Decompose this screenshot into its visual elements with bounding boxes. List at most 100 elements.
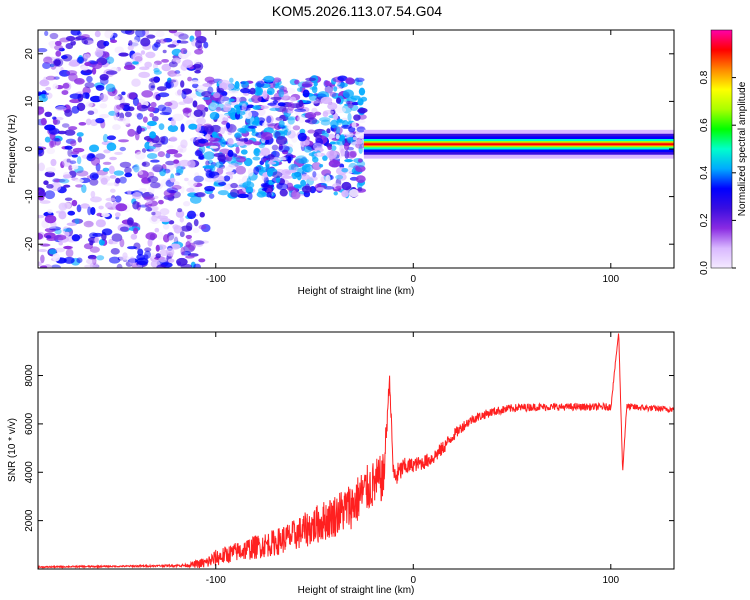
spectrogram-cell xyxy=(159,112,171,116)
spectrogram-cell xyxy=(46,147,56,155)
spectrogram-cell xyxy=(278,120,285,128)
spectrogram-cell xyxy=(49,32,59,40)
spectrogram-cell xyxy=(76,56,85,64)
spectrogram-cell xyxy=(71,234,81,242)
spectrogram-cell xyxy=(165,160,176,166)
spectrogram-cell xyxy=(157,92,170,98)
spectrogram-cell xyxy=(155,244,160,252)
spectrogram-cell xyxy=(167,258,175,263)
spectrogram-cell xyxy=(276,183,289,191)
spectrogram-cell xyxy=(335,133,340,140)
spectrogram-cell xyxy=(40,117,47,126)
spectrogram-cell xyxy=(73,77,85,85)
spectrogram-cell xyxy=(247,125,257,129)
spectrogram-cell xyxy=(105,202,113,209)
spectrogram-cell xyxy=(223,83,235,90)
spectrogram-cell xyxy=(179,231,185,238)
spectrogram-cell xyxy=(231,157,241,161)
spectrogram-cell xyxy=(294,108,307,113)
spectrogram-cell xyxy=(185,234,192,239)
spectrogram-cell xyxy=(118,52,129,57)
spectrogram-cell xyxy=(357,187,363,192)
spectrogram-cell xyxy=(312,171,317,178)
colorbar-tick-label: 0.4 xyxy=(699,165,710,179)
spectrogram-cell xyxy=(258,151,264,157)
spectrogram-cell xyxy=(217,190,229,196)
spectrogram-cell xyxy=(335,126,341,135)
spectrogram-cell xyxy=(213,92,221,99)
spectrogram-cell xyxy=(287,155,292,164)
spectrogram-cell xyxy=(221,120,228,125)
spectrogram-cell xyxy=(119,146,126,152)
spectrogram-cell xyxy=(334,106,347,114)
spectrogram-cell xyxy=(65,248,74,258)
colorbar-tick-label: 0.0 xyxy=(699,261,710,275)
spectrogram-cell xyxy=(44,111,53,118)
spectrogram-cell xyxy=(159,38,167,44)
spectrogram-cell xyxy=(184,177,189,182)
spectrogram-cell xyxy=(176,89,182,96)
spectrogram-cell xyxy=(159,208,170,216)
spectrogram-cell xyxy=(44,214,57,224)
spectrogram-x-axis-label: Height of straight line (km) xyxy=(298,286,415,297)
spectrogram-cell xyxy=(128,40,133,46)
spectrogram-cell xyxy=(289,96,297,102)
spectrogram-cell xyxy=(64,129,76,136)
spectrogram-cell xyxy=(52,58,64,67)
spectrogram-cell xyxy=(337,75,348,82)
spectrogram-cell xyxy=(131,78,141,87)
spectrogram-cell xyxy=(152,164,164,173)
spectrogram-cell xyxy=(43,56,53,64)
spectrogram-cell xyxy=(183,201,191,207)
spectrogram-cell xyxy=(358,145,363,154)
spectrogram-cell xyxy=(65,35,76,42)
spectrogram-cell xyxy=(76,31,82,37)
spectrogram-cell xyxy=(120,30,133,34)
spectrogram-cell xyxy=(66,70,78,76)
spectrogram-cell xyxy=(102,133,109,143)
spectrogram-cell xyxy=(196,117,206,125)
spectrogram-cell xyxy=(53,178,66,183)
spectrogram-cell xyxy=(44,136,51,143)
spectrogram-cell xyxy=(76,156,82,165)
spectrogram-cell xyxy=(96,255,105,261)
spectrogram-cell xyxy=(138,71,151,78)
spectrogram-cell xyxy=(165,247,175,257)
spectrogram-cell xyxy=(89,240,94,246)
spectrogram-cell xyxy=(234,132,242,138)
spectrogram-cell xyxy=(290,190,301,200)
spectrogram-cell xyxy=(209,102,217,111)
spectrogram-cell xyxy=(226,138,234,147)
spectrogram-cell xyxy=(325,174,331,184)
spectrogram-cell xyxy=(136,102,142,111)
spectrogram-cell xyxy=(145,51,156,59)
spectrogram-cell xyxy=(150,85,155,89)
spectrogram-cell xyxy=(357,120,366,124)
spectrogram-cell xyxy=(296,172,302,181)
spectrogram-cell xyxy=(124,166,132,174)
spectrogram-cell xyxy=(247,168,254,177)
spectrogram-cell xyxy=(153,70,162,75)
spectrogram-cell xyxy=(71,165,79,170)
spectrogram-cell xyxy=(356,126,366,133)
spectrogram-cell xyxy=(240,80,249,89)
spectrogram-cell xyxy=(150,159,160,163)
spectrogram-cell xyxy=(182,107,192,114)
spectrogram-cell xyxy=(145,232,158,240)
spectrogram-cell xyxy=(39,265,48,268)
spectrogram-cell xyxy=(269,107,280,112)
spectrogram-cell xyxy=(263,176,269,185)
spectrogram-cell xyxy=(240,149,248,155)
spectrogram-cell xyxy=(68,165,73,171)
spectrogram-cell xyxy=(146,153,158,160)
spectrogram-cell xyxy=(119,161,132,168)
spectrogram-cell xyxy=(123,64,136,71)
spectrogram-cell xyxy=(118,139,129,143)
y-tick-label: -20 xyxy=(24,237,35,252)
spectrogram-cell xyxy=(58,178,70,184)
spectrogram-cell xyxy=(70,140,77,147)
spectrogram-cell xyxy=(159,217,171,223)
x-tick-label: 100 xyxy=(602,274,619,285)
spectrogram-cell xyxy=(186,222,193,231)
spectrogram-cell xyxy=(146,34,156,39)
